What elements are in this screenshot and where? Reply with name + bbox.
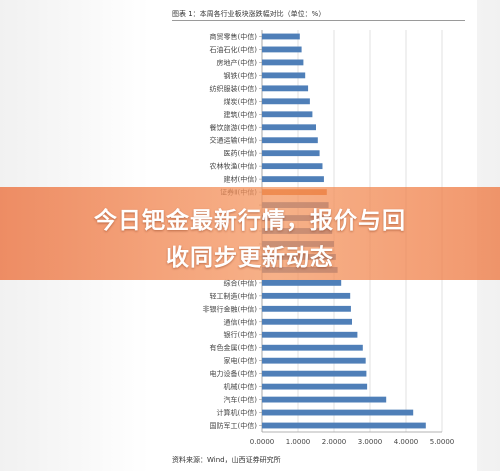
x-tick-label: 3.0000: [358, 438, 383, 446]
x-tick-label: 5.0000: [430, 438, 455, 446]
bar: [262, 422, 426, 429]
category-label: 建筑(中信): [224, 110, 258, 119]
category-label: 建材(中信): [224, 175, 258, 184]
category-label: 通信(中信): [224, 317, 258, 326]
category-label: 房地产(中信): [217, 58, 258, 67]
category-label: 商贸零售(中信): [210, 32, 258, 41]
bar: [262, 163, 323, 170]
category-label: 机械(中信): [224, 382, 258, 391]
headline-banner: [0, 187, 500, 280]
category-label: 综合(中信): [224, 278, 258, 287]
bar: [262, 305, 351, 312]
category-label: 纺织服装(中信): [210, 84, 258, 93]
title-divider: [172, 20, 465, 21]
chart-source: 资料来源：Wind，山西证券研究所: [172, 456, 281, 464]
bar: [262, 383, 368, 390]
category-label: 汽车(中信): [224, 395, 258, 404]
bar: [262, 124, 316, 131]
bar: [262, 344, 363, 351]
bar: [262, 150, 320, 157]
category-label: 家电(中信): [224, 356, 258, 365]
bar: [262, 46, 302, 53]
bar: [262, 318, 352, 325]
bar: [262, 331, 358, 338]
category-label: 钢铁(中信): [224, 71, 258, 80]
category-label: 国防军工(中信): [210, 421, 258, 430]
x-tick-label: 1.0000: [286, 438, 311, 446]
bar: [262, 137, 318, 144]
bar: [262, 176, 324, 183]
category-label: 交通运输(中信): [210, 136, 258, 145]
bar: [262, 111, 313, 118]
category-label: 计算机(中信): [217, 408, 258, 417]
headline-line-1: 今日钯金最新行情，报价与回: [94, 208, 406, 234]
bar: [262, 33, 300, 40]
bar: [262, 85, 309, 92]
bar: [262, 279, 342, 286]
bar: [262, 409, 414, 416]
bar: [262, 59, 304, 66]
bar: [262, 357, 366, 364]
category-label: 石油石化(中信): [210, 45, 258, 54]
category-label: 电力设备(中信): [210, 369, 258, 378]
headline-line-2: 收同步更新动态: [166, 245, 334, 271]
category-label: 医药(中信): [224, 149, 258, 158]
x-tick-label: 0.0000: [250, 438, 275, 446]
x-tick-label: 4.0000: [394, 438, 419, 446]
bar: [262, 98, 310, 105]
bar: [262, 72, 306, 79]
x-tick-layer: 0.0000 1.0000 2.0000 3.0000 4.0000 5.0000: [250, 438, 455, 446]
headline-text: 今日钯金最新行情，报价与回 收同步更新动态: [20, 203, 480, 277]
bar: [262, 370, 367, 377]
category-label: 银行(中信): [224, 330, 258, 339]
category-label: 有色金属(中信): [210, 343, 258, 352]
category-label: 煤炭(中信): [224, 97, 258, 106]
chart-title: 图表 1：本周各行业板块涨跌幅对比（单位：%）: [172, 10, 326, 18]
bar: [262, 292, 351, 299]
category-label: 餐饮旅游(中信): [210, 123, 258, 132]
category-label: 非银行金融(中信): [203, 304, 258, 313]
bar: [262, 396, 387, 403]
category-label: 农林牧渔(中信): [210, 162, 258, 171]
category-label: 轻工制造(中信): [210, 291, 258, 300]
x-tick-label: 2.0000: [322, 438, 347, 446]
